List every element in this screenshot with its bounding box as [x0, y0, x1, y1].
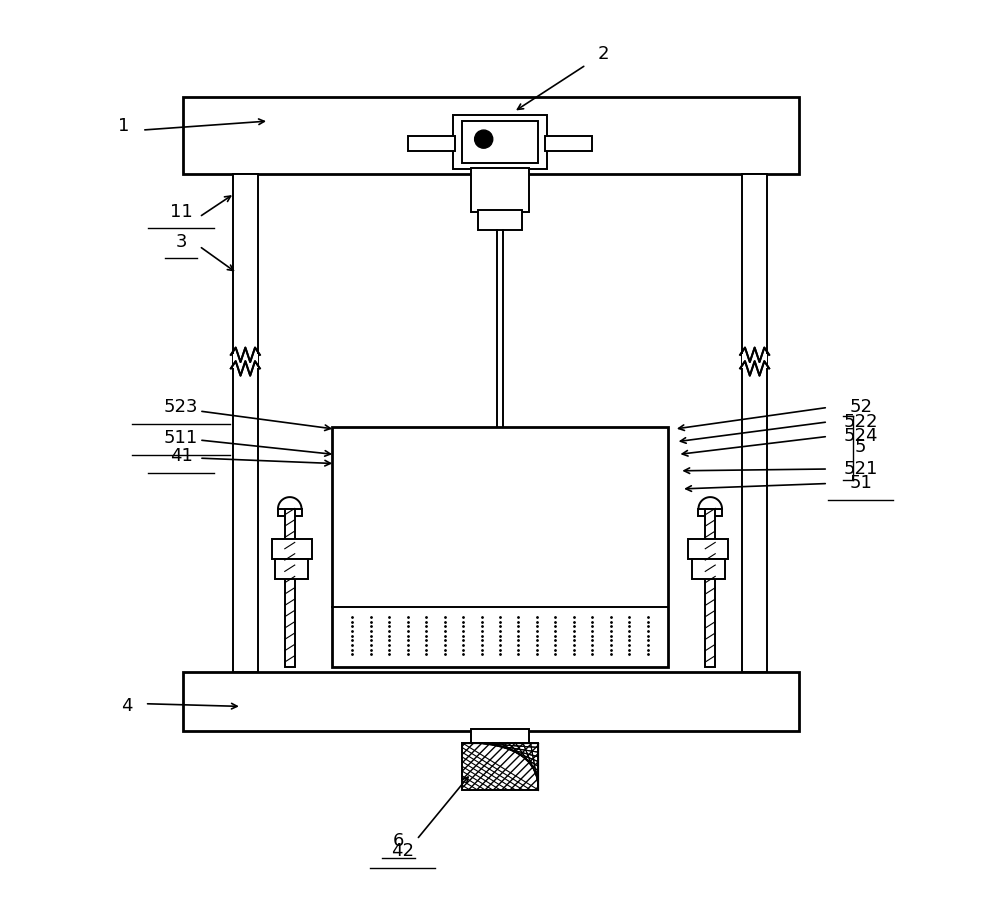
- Circle shape: [475, 130, 493, 148]
- Bar: [688, 539, 728, 559]
- Text: 41: 41: [170, 447, 192, 465]
- Text: 521: 521: [843, 460, 878, 478]
- Bar: [408, 136, 455, 151]
- Text: 2: 2: [598, 45, 609, 63]
- Bar: [275, 559, 308, 579]
- Text: 51: 51: [849, 474, 872, 493]
- Text: 522: 522: [843, 413, 878, 431]
- Bar: [183, 96, 799, 174]
- Text: 6: 6: [393, 833, 404, 851]
- Text: 524: 524: [843, 427, 878, 445]
- Bar: [332, 427, 668, 667]
- Bar: [705, 509, 715, 667]
- Bar: [183, 672, 799, 731]
- Bar: [478, 210, 522, 230]
- Text: 1: 1: [118, 117, 130, 135]
- Text: 52: 52: [849, 398, 872, 416]
- Text: 511: 511: [164, 429, 198, 447]
- Bar: [471, 729, 529, 743]
- Bar: [692, 559, 725, 579]
- Text: 5: 5: [855, 438, 866, 456]
- Text: 4: 4: [121, 697, 132, 715]
- Text: 42: 42: [391, 843, 414, 861]
- Text: 3: 3: [175, 233, 187, 251]
- Bar: [474, 584, 526, 598]
- Bar: [285, 509, 295, 667]
- Bar: [233, 174, 258, 672]
- Bar: [278, 509, 302, 516]
- Bar: [471, 168, 529, 212]
- Bar: [698, 509, 722, 516]
- Text: 11: 11: [170, 203, 192, 221]
- Bar: [742, 174, 767, 672]
- Bar: [462, 121, 538, 163]
- Bar: [462, 743, 538, 790]
- Bar: [272, 539, 312, 559]
- Bar: [742, 354, 767, 368]
- Text: 523: 523: [164, 398, 198, 416]
- Bar: [545, 136, 592, 151]
- Bar: [453, 115, 547, 169]
- Bar: [233, 354, 258, 368]
